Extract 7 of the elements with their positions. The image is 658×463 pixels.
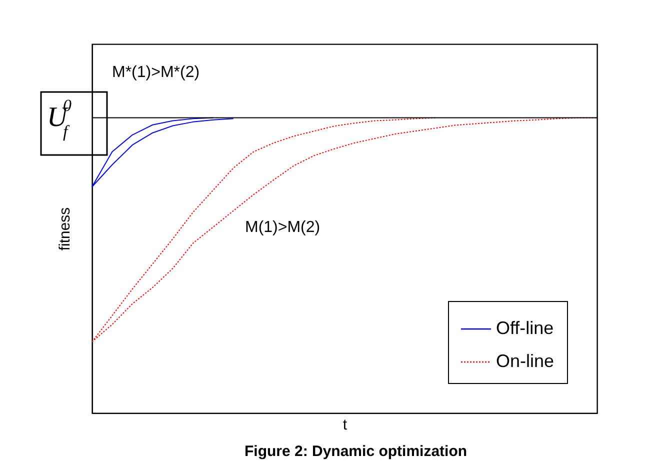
- y-axis-title: fitness: [56, 207, 74, 251]
- annotation: M(1)>M(2): [245, 219, 320, 236]
- legend-label: Off-line: [496, 318, 554, 338]
- legend-label: On-line: [496, 351, 554, 371]
- caption: Figure 2: Dynamic optimization: [244, 443, 468, 460]
- text: M*(1)>M*(2): [112, 64, 200, 81]
- x-axis-title: t: [342, 416, 348, 434]
